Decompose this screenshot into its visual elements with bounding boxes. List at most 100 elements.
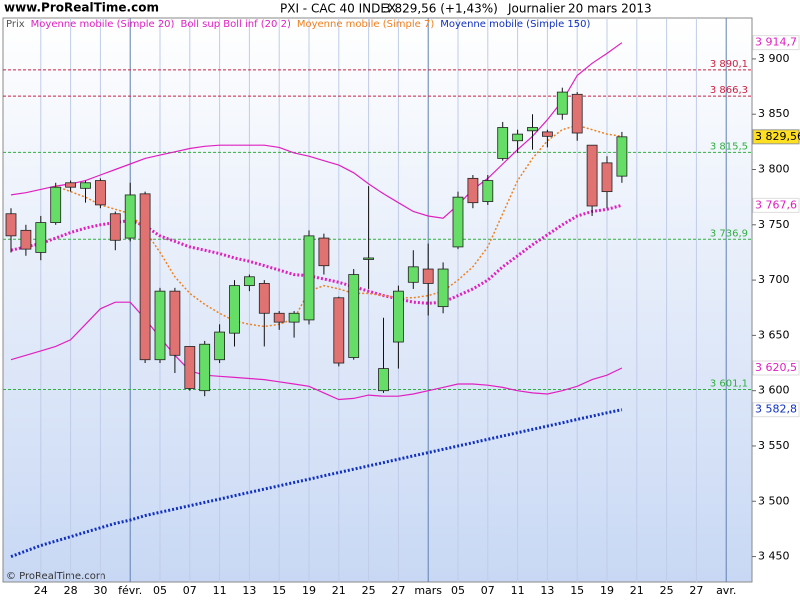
x-tick-label: 05 xyxy=(451,584,465,597)
candle-body xyxy=(80,182,91,189)
header-period: Journalier xyxy=(507,2,565,16)
x-tick-label: 11 xyxy=(511,584,525,597)
candle-body xyxy=(527,127,538,132)
candle-body xyxy=(422,268,434,284)
candle-body xyxy=(616,136,628,177)
y-tick-label: 3 750 xyxy=(758,218,790,231)
x-tick-label: avr. xyxy=(716,584,736,597)
value-box-label: 3 620,5 xyxy=(755,361,797,374)
x-tick-label: 07 xyxy=(481,584,495,597)
y-tick-label: 3 550 xyxy=(758,439,790,452)
candle-body xyxy=(407,266,419,283)
x-tick-label: 30 xyxy=(93,584,107,597)
legend-entry: Boll sup Boll inf (20 2) xyxy=(180,19,290,30)
candle-body xyxy=(556,91,568,115)
candle-body xyxy=(109,213,121,241)
value-box xyxy=(752,35,800,51)
candle-body xyxy=(273,312,285,323)
y-tick-label: 3 600 xyxy=(758,384,790,397)
y-tick-label: 3 900 xyxy=(758,52,790,65)
y-tick-label: 3 700 xyxy=(758,273,790,286)
x-tick-label: 13 xyxy=(540,584,554,597)
candle-body xyxy=(571,93,583,134)
candle-body xyxy=(214,331,226,361)
value-box xyxy=(752,129,800,145)
candle-body xyxy=(154,290,166,361)
x-tick-label: 07 xyxy=(183,584,197,597)
candle-body xyxy=(333,297,345,364)
candle-body xyxy=(169,290,181,356)
ma-line xyxy=(10,42,623,219)
x-tick-label: 11 xyxy=(213,584,227,597)
candle-body xyxy=(452,196,464,248)
candle-body xyxy=(378,368,389,392)
level-label: 3 601,1 xyxy=(710,378,748,389)
candle-body xyxy=(288,312,300,323)
x-tick-label: 27 xyxy=(689,584,703,597)
candle-body xyxy=(139,193,151,361)
candle-body xyxy=(303,235,315,321)
x-tick-label: 15 xyxy=(570,584,584,597)
candle-body xyxy=(363,257,375,260)
candle-body xyxy=(124,194,136,239)
value-box xyxy=(752,402,800,418)
band-lower xyxy=(10,301,623,401)
y-tick-label: 3 800 xyxy=(758,163,790,176)
x-tick-label: mars xyxy=(414,584,442,597)
level-label: 3 815,5 xyxy=(710,141,748,152)
header-title: PXI - CAC 40 INDEX xyxy=(280,2,396,16)
candle-body xyxy=(586,144,598,207)
x-tick-label: 27 xyxy=(391,584,405,597)
level-label: 3 736,9 xyxy=(710,228,748,239)
candle-body xyxy=(243,276,255,287)
candle-body xyxy=(20,229,32,250)
site: www.ProRealTime.com xyxy=(4,1,159,15)
candle-body xyxy=(318,237,330,267)
candle-body xyxy=(35,222,47,253)
candle-body xyxy=(512,133,523,142)
ma-line xyxy=(10,408,623,559)
x-tick-label: 25 xyxy=(660,584,674,597)
x-tick-label: 25 xyxy=(362,584,376,597)
legend-entry: Moyenne mobile (Simple 20) xyxy=(31,19,175,30)
candle-body xyxy=(482,180,494,202)
x-tick-label: 19 xyxy=(600,584,614,597)
candle-body xyxy=(542,131,553,137)
value-box xyxy=(752,360,800,376)
plot-area xyxy=(2,17,753,583)
y-tick-label: 3 500 xyxy=(758,494,790,507)
candle-body xyxy=(437,268,449,308)
value-box-label: 3 914,7 xyxy=(755,36,797,49)
header-date: 20 mars 2013 xyxy=(568,2,652,16)
x-tick-label: 13 xyxy=(242,584,256,597)
candle-body xyxy=(199,343,211,392)
candle-body xyxy=(229,285,240,334)
candle-body xyxy=(258,283,270,314)
x-tick-label: 05 xyxy=(153,584,167,597)
candle-body xyxy=(392,290,404,343)
x-tick-label: févr. xyxy=(118,584,142,597)
value-box-label: 3 767,6 xyxy=(755,198,797,211)
x-tick-label: 19 xyxy=(302,584,316,597)
x-tick-label: 24 xyxy=(34,584,48,597)
candle-body xyxy=(184,346,196,389)
level-label: 3 866,3 xyxy=(710,85,748,96)
candle-body xyxy=(348,274,360,358)
legend-entry: Prix xyxy=(6,19,25,30)
candle-body xyxy=(497,127,509,159)
value-box xyxy=(752,197,800,213)
level-label: 3 890,1 xyxy=(710,59,748,70)
x-tick-label: 15 xyxy=(272,584,286,597)
copyright: © ProRealTime.com xyxy=(6,571,106,582)
candle-body xyxy=(65,182,76,188)
y-tick-label: 3 450 xyxy=(758,550,790,563)
candle-body xyxy=(467,177,479,204)
value-box-label: 3 582,8 xyxy=(755,403,797,416)
legend-entry: Moyenne mobile (Simple 7) xyxy=(297,19,435,30)
x-tick-label: 28 xyxy=(64,584,78,597)
legend-entry: Moyenne mobile (Simple 150) xyxy=(440,19,590,30)
y-tick-label: 3 650 xyxy=(758,328,790,341)
header-price-change: 3 829,56 (+1,43%) xyxy=(383,2,498,16)
candle-body xyxy=(95,180,106,206)
